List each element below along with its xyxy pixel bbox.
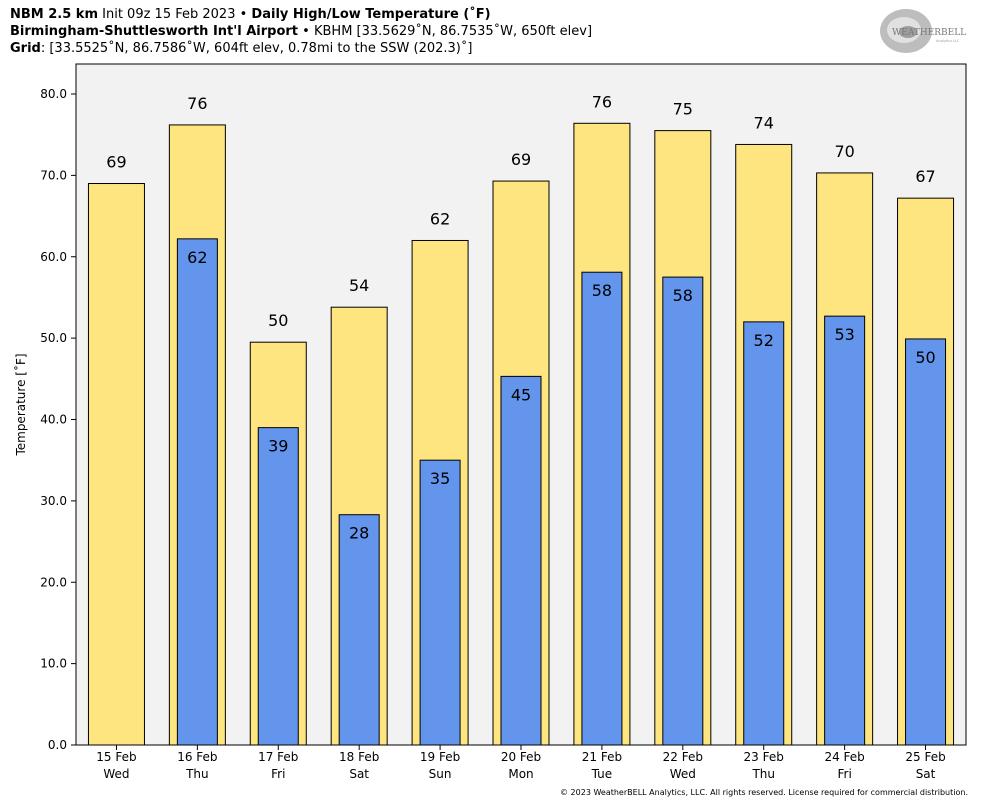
low-temp-label: 58 — [592, 281, 612, 300]
bullet-separator: • — [239, 7, 248, 22]
grid-label: Grid — [10, 41, 41, 56]
x-tick-date: 21 Feb — [582, 750, 622, 764]
logo-subtext: Analytics LLC — [936, 39, 960, 43]
high-temp-label: 70 — [834, 142, 854, 161]
low-temp-label: 28 — [349, 524, 369, 543]
copyright-notice: © 2023 WeatherBELL Analytics, LLC. All r… — [560, 788, 968, 797]
x-tick-day: Sun — [429, 767, 452, 781]
x-tick-date: 19 Feb — [420, 750, 460, 764]
x-tick-date: 18 Feb — [339, 750, 379, 764]
x-tick-day: Thu — [751, 767, 775, 781]
x-tick-day: Wed — [103, 767, 129, 781]
low-temp-label: 35 — [430, 469, 450, 488]
y-axis: 0.0 10.0 20.0 30.0 40.0 50.0 60.0 70.0 80.0 — [40, 87, 76, 752]
product-title: Daily High/Low Temperature (˚F) — [251, 7, 491, 22]
x-tick-day: Tue — [591, 767, 613, 781]
high-temp-label: 69 — [511, 150, 531, 169]
logo-text: WEATHERBELL — [892, 28, 966, 38]
low-temp-bar — [419, 459, 461, 746]
y-tick-label: 40.0 — [40, 413, 67, 427]
header-line-3: Grid: [33.5525˚N, 86.7586˚W, 604ft elev,… — [10, 40, 472, 57]
low-temp-bar — [743, 321, 785, 746]
low-temp-bar — [176, 238, 218, 746]
bars-group: 69 76 62 50 39 54 28 62 35 69 45 76 58 75 58 74 52 70 53 67… — [87, 92, 955, 746]
low-temp-bar — [581, 271, 623, 746]
x-tick-date: 20 Feb — [501, 750, 541, 764]
y-tick-label: 10.0 — [40, 657, 67, 671]
low-temp-label: 58 — [673, 286, 693, 305]
x-tick-day: Wed — [670, 767, 696, 781]
x-tick-date: 15 Feb — [96, 750, 136, 764]
y-tick-label: 50.0 — [40, 331, 67, 345]
high-temp-label: 50 — [268, 311, 288, 330]
low-temp-bar — [905, 338, 947, 746]
x-tick-day: Sat — [349, 767, 369, 781]
high-temp-label: 62 — [430, 209, 450, 228]
low-temp-label: 62 — [187, 248, 207, 267]
high-temp-label: 76 — [592, 92, 612, 111]
low-temp-label: 39 — [268, 437, 288, 456]
x-tick-date: 23 Feb — [744, 750, 784, 764]
low-temp-label: 52 — [754, 331, 774, 350]
weatherbell-logo: WEATHERBELL Analytics LLC — [880, 9, 966, 53]
header-line-1: NBM 2.5 km Init 09z 15 Feb 2023 • Daily … — [10, 6, 491, 23]
header-line-2: Birmingham-Shuttlesworth Int'l Airport •… — [10, 23, 592, 40]
y-axis-label: Temperature [˚F] — [13, 353, 28, 456]
high-temp-label: 76 — [187, 94, 207, 113]
x-tick-day: Sat — [916, 767, 936, 781]
low-temp-bar — [500, 375, 542, 746]
x-tick-date: 22 Feb — [663, 750, 703, 764]
low-temp-label: 53 — [834, 325, 854, 344]
low-temp-bar — [824, 315, 866, 746]
x-tick-day: Fri — [271, 767, 285, 781]
y-tick-label: 70.0 — [40, 168, 67, 182]
low-temp-bar — [338, 514, 380, 746]
low-temp-bar — [257, 427, 299, 746]
high-temp-label: 67 — [915, 167, 935, 186]
y-tick-label: 20.0 — [40, 575, 67, 589]
x-tick-date: 24 Feb — [824, 750, 864, 764]
y-tick-label: 0.0 — [48, 738, 67, 752]
high-temp-label: 69 — [106, 153, 126, 172]
low-temp-bar — [662, 276, 704, 746]
y-tick-label: 80.0 — [40, 87, 67, 101]
station-name: Birmingham-Shuttlesworth Int'l Airport — [10, 24, 299, 39]
x-tick-day: Thu — [185, 767, 209, 781]
plot-frame — [75, 63, 967, 746]
high-temp-bar — [87, 183, 145, 746]
low-temp-label: 45 — [511, 385, 531, 404]
x-axis: 15 Feb Wed 16 Feb Thu 17 Feb Fri 18 Feb Sat 19 F… — [96, 745, 946, 781]
y-tick-label: 30.0 — [40, 494, 67, 508]
grid-info: : [33.5525˚N, 86.7586˚W, 604ft elev, 0.7… — [40, 41, 473, 56]
x-tick-date: 16 Feb — [177, 750, 217, 764]
init-time: Init 09z 15 Feb 2023 — [102, 7, 236, 22]
x-tick-day: Mon — [508, 767, 533, 781]
station-info: KBHM [33.5629˚N, 86.7535˚W, 650ft elev] — [313, 24, 593, 39]
x-tick-day: Fri — [837, 767, 851, 781]
bullet-separator: • — [302, 24, 310, 39]
high-temp-label: 54 — [349, 276, 369, 295]
x-tick-date: 25 Feb — [905, 750, 945, 764]
high-temp-label: 74 — [754, 113, 774, 132]
x-tick-date: 17 Feb — [258, 750, 298, 764]
high-temp-label: 75 — [673, 100, 693, 119]
low-temp-label: 50 — [915, 348, 935, 367]
y-tick-label: 60.0 — [40, 250, 67, 264]
model-name: NBM 2.5 km — [10, 7, 98, 22]
